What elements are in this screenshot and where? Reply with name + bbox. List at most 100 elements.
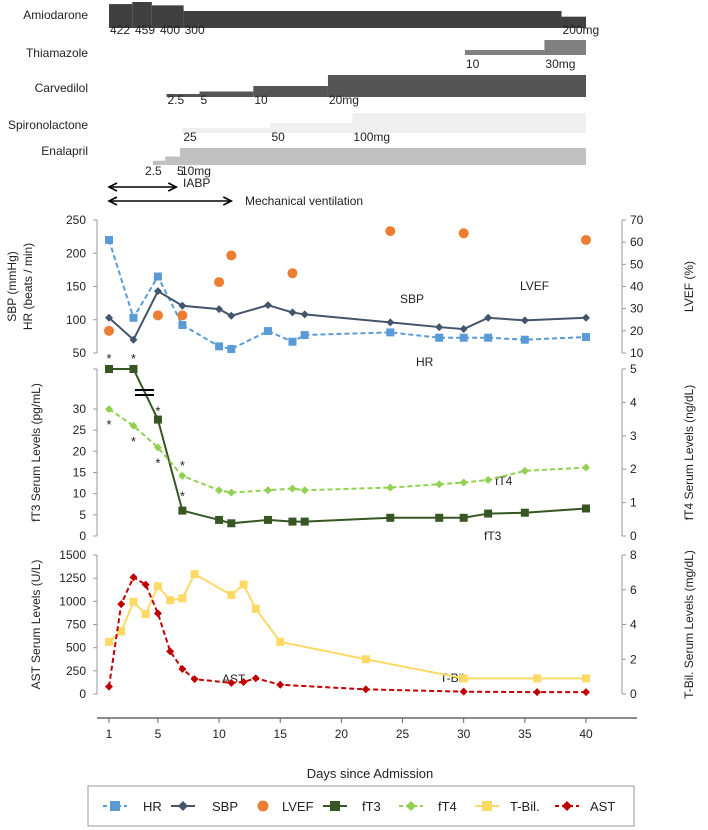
marker-square	[582, 333, 590, 342]
left-tick-label: 200	[66, 246, 86, 260]
marker-square	[227, 519, 236, 528]
series-line	[108, 239, 587, 351]
marker-diamond	[406, 801, 416, 811]
right-tick-label: 5	[630, 362, 637, 376]
series-hr	[105, 235, 590, 354]
marker-square	[178, 594, 187, 603]
significance-asterisk: *	[106, 417, 111, 432]
legend-label: LVEF	[282, 799, 314, 814]
dose-label: 200mg	[563, 23, 600, 37]
right-tick-label: 0	[630, 687, 637, 701]
marker-diamond	[129, 573, 138, 582]
significance-asterisk: *	[131, 351, 136, 366]
marker-diamond	[129, 421, 138, 430]
marker-square	[153, 272, 162, 281]
dose-label: 459	[135, 23, 155, 37]
left-tick-label: 10	[73, 487, 87, 501]
x-tick-label: 10	[212, 727, 226, 741]
marker-circle	[287, 268, 298, 279]
dose-bar	[179, 148, 586, 165]
left-tick-label: 250	[66, 213, 86, 227]
marker-square	[190, 570, 199, 579]
marker-square	[129, 597, 138, 606]
marker-diamond	[459, 687, 468, 696]
marker-diamond	[264, 486, 272, 495]
left-tick-label: 1250	[59, 571, 86, 585]
intervention-label: IABP	[183, 176, 210, 190]
right-tick-label: 50	[630, 257, 644, 271]
right-tick-label: 2	[630, 652, 637, 666]
dose-label: 2.5	[145, 164, 162, 178]
legend-label: HR	[143, 799, 162, 814]
left-tick-label: 1500	[59, 548, 86, 562]
marker-square	[141, 610, 150, 619]
left-tick-label: 250	[66, 664, 86, 678]
dose-label: 10mg	[181, 164, 211, 178]
dose-bar	[165, 156, 180, 165]
left-tick-label: 150	[66, 280, 86, 294]
marker-diamond	[459, 325, 468, 334]
left-axis-title: SBP (mmHg)	[5, 251, 19, 321]
significance-asterisk: *	[106, 351, 111, 366]
legend-label: fT4	[438, 799, 457, 814]
legend-item: fT3	[323, 799, 381, 814]
right-axis-title: fT4 Serum Levels (ng/dL)	[682, 385, 696, 520]
marker-diamond	[300, 310, 309, 319]
marker-square	[129, 365, 138, 373]
right-axis-title: LVEF (%)	[682, 261, 696, 312]
left-tick-label: 750	[66, 618, 86, 632]
x-tick-label: 5	[155, 727, 162, 741]
left-tick-label: 20	[73, 444, 87, 458]
right-tick-label: 4	[630, 395, 637, 409]
intervention-arrow: Mechanical ventilation	[107, 194, 363, 208]
marker-diamond	[178, 471, 187, 480]
marker-circle	[226, 250, 237, 261]
left-tick-label: 30	[73, 402, 87, 416]
marker-diamond	[435, 480, 444, 489]
marker-square	[166, 596, 175, 605]
marker-square	[300, 517, 309, 526]
marker-square	[330, 801, 340, 811]
marker-square	[153, 582, 162, 591]
medication-name: Carvedilol	[35, 81, 88, 95]
marker-diamond	[582, 688, 590, 697]
marker-circle	[177, 310, 188, 321]
series-annotation: LVEF	[520, 279, 549, 293]
arrow-head-right	[167, 182, 179, 192]
marker-square	[129, 313, 138, 322]
dose-bar	[151, 5, 184, 28]
legend-label: T-Bil.	[510, 799, 540, 814]
marker-square	[105, 637, 113, 646]
marker-square	[178, 506, 187, 515]
marker-diamond	[386, 318, 395, 327]
marker-square	[582, 674, 590, 683]
marker-square	[239, 580, 248, 589]
marker-diamond	[227, 311, 236, 320]
series-line	[108, 408, 587, 494]
medication-carvedilol: Carvedilol 2.5 5 10 20mg	[35, 75, 586, 107]
marker-circle	[458, 228, 469, 239]
right-tick-label: 6	[630, 583, 637, 597]
marker-diamond	[178, 664, 187, 673]
marker-diamond	[178, 301, 187, 310]
marker-square	[105, 365, 113, 373]
medication-amiodarone: Amiodarone 422 459 400 300 200mg	[23, 2, 599, 37]
marker-diamond	[520, 466, 529, 475]
dose-label: 30mg	[545, 57, 575, 71]
marker-square	[227, 345, 236, 354]
medication-name: Amiodarone	[23, 8, 88, 22]
dose-bar	[153, 160, 166, 165]
left-tick-label: 0	[79, 687, 86, 701]
marker-diamond	[190, 675, 199, 684]
medication-name: Enalapril	[41, 144, 88, 158]
x-tick-label: 1	[106, 727, 113, 741]
x-tick-label: 35	[518, 727, 532, 741]
right-tick-label: 60	[630, 235, 644, 249]
dose-bar	[199, 91, 254, 97]
marker-diamond	[215, 486, 224, 495]
dose-label: 10	[466, 57, 480, 71]
marker-square	[215, 515, 224, 524]
dose-label: 10	[254, 93, 268, 107]
